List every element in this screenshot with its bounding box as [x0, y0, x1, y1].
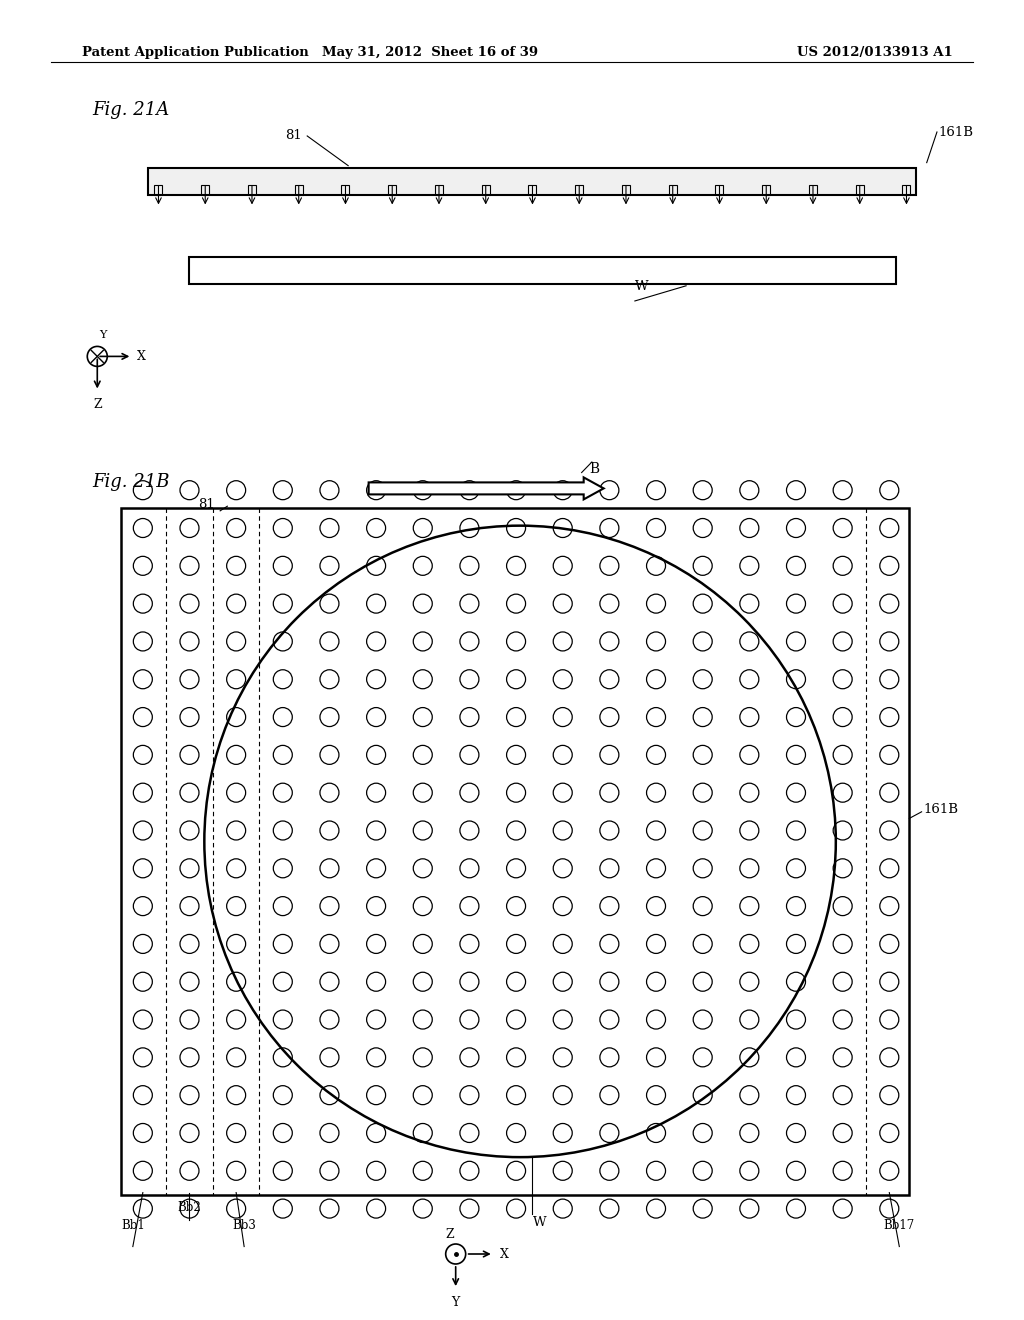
- Text: W: W: [635, 280, 648, 293]
- Text: Bb17: Bb17: [884, 1218, 914, 1232]
- Text: May 31, 2012  Sheet 16 of 39: May 31, 2012 Sheet 16 of 39: [322, 46, 539, 59]
- Text: Bb1: Bb1: [121, 1218, 144, 1232]
- Text: B: B: [589, 462, 599, 475]
- Polygon shape: [148, 168, 916, 195]
- Text: Bb3: Bb3: [232, 1218, 256, 1232]
- Text: US 2012/0133913 A1: US 2012/0133913 A1: [797, 46, 952, 59]
- Text: X: X: [137, 350, 146, 363]
- Text: X: X: [500, 1247, 509, 1261]
- Text: W: W: [532, 1216, 546, 1229]
- Text: 81: 81: [286, 129, 302, 143]
- Text: Y: Y: [99, 330, 106, 341]
- Polygon shape: [189, 257, 896, 284]
- Text: 161B: 161B: [924, 803, 958, 816]
- Text: Fig. 21B: Fig. 21B: [92, 473, 170, 491]
- FancyArrow shape: [369, 478, 604, 499]
- Text: Patent Application Publication: Patent Application Publication: [82, 46, 308, 59]
- Text: Y: Y: [452, 1296, 460, 1309]
- Text: Fig. 21A: Fig. 21A: [92, 100, 169, 119]
- Text: 81: 81: [199, 498, 215, 511]
- Text: Z: Z: [93, 399, 101, 412]
- Text: Z: Z: [445, 1228, 454, 1241]
- Text: Bb2: Bb2: [177, 1201, 202, 1213]
- Text: 161B: 161B: [938, 125, 973, 139]
